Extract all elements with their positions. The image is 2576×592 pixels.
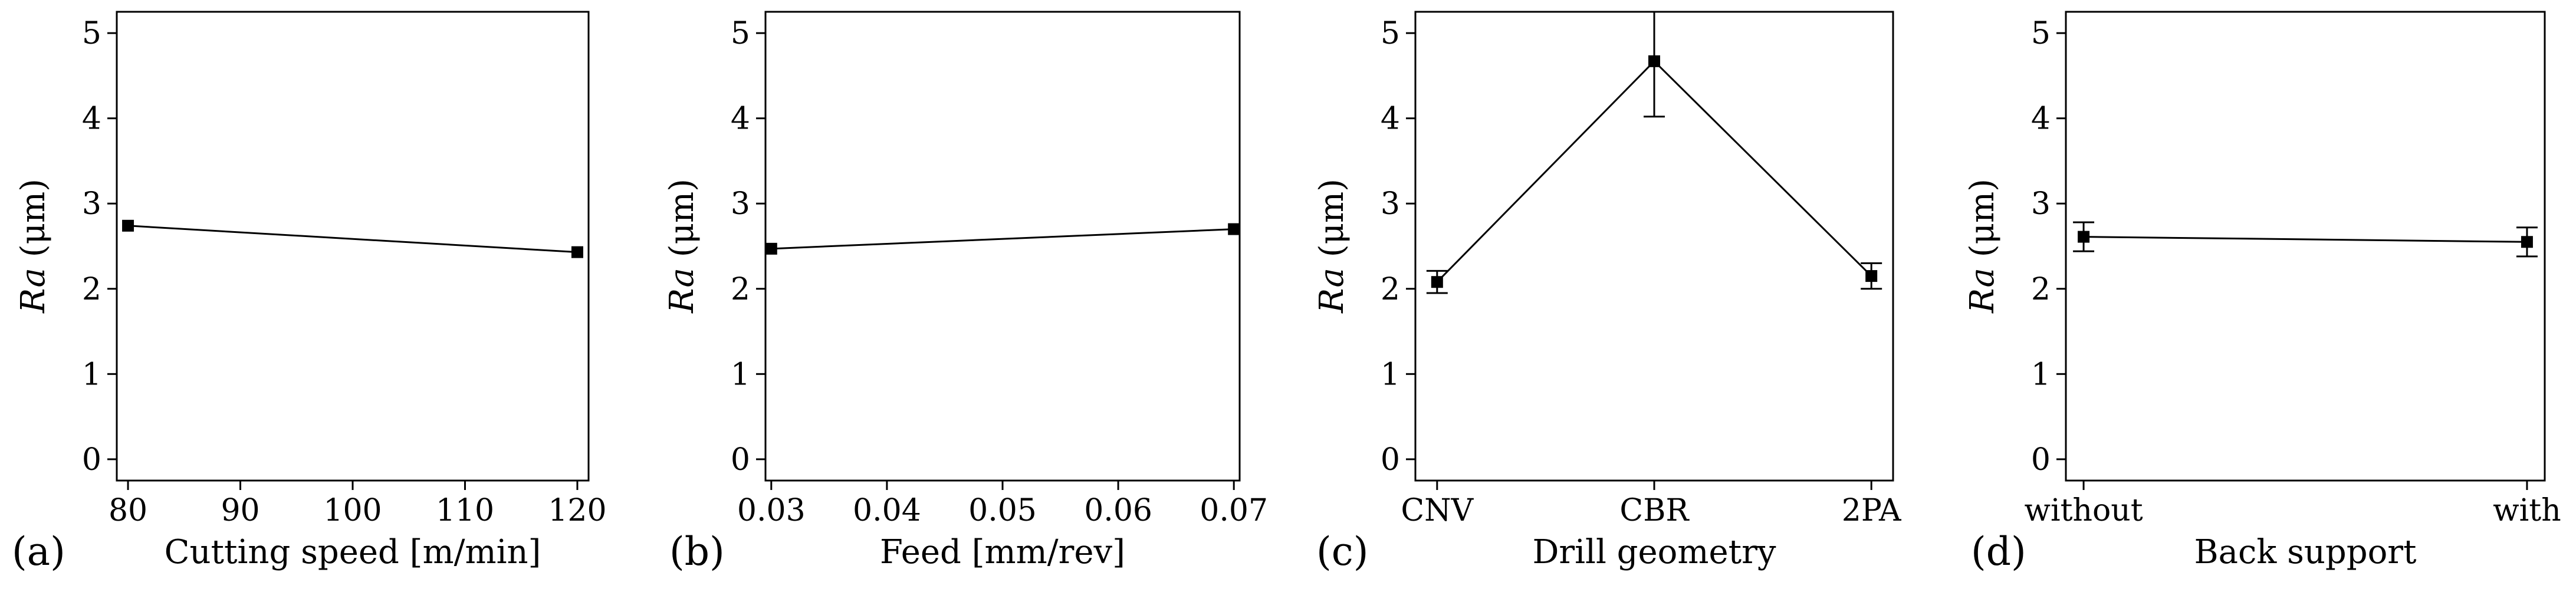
x-tick-label: CNV	[1401, 493, 1474, 528]
y-tick-label: 0	[1381, 442, 1400, 478]
y-tick-label: 3	[82, 186, 101, 222]
x-tick-label: 100	[323, 493, 382, 528]
panel-label: (d)	[1971, 529, 2026, 574]
x-tick-label: 0.06	[1084, 493, 1152, 528]
y-axis: 0 1 2 3 4 5	[82, 16, 117, 478]
y-tick-label: 5	[82, 16, 101, 51]
x-axis: 0.03 0.04 0.05 0.06 0.07	[737, 481, 1268, 528]
x-tick-label: 80	[109, 493, 147, 528]
y-tick-label: 5	[731, 16, 750, 51]
data-series	[122, 219, 583, 258]
y-tick-label: 4	[2031, 101, 2051, 137]
panel-label: (a)	[12, 529, 65, 574]
data-point	[571, 246, 583, 258]
y-tick-label: 2	[2031, 272, 2051, 307]
x-tick-label: CBR	[1619, 493, 1690, 528]
panel-a: 0 1 2 3 4 5 80 90 100 110 120 Ra (μm) Cutting spe…	[12, 11, 607, 574]
y-tick-label: 0	[82, 442, 101, 478]
y-axis: 0 1 2 3 4 5	[2031, 16, 2066, 478]
x-axis: CNV CBR 2PA	[1401, 481, 1902, 528]
y-tick-label: 3	[731, 186, 750, 222]
plot-area-frame	[116, 11, 590, 482]
y-axis-label: Ra (μm)	[14, 179, 52, 314]
y-tick-label: 3	[1381, 186, 1400, 222]
x-tick-label: 0.05	[968, 493, 1037, 528]
x-tick-label: 120	[548, 493, 606, 528]
data-point	[1431, 276, 1443, 288]
data-series	[765, 223, 1240, 255]
x-axis-label: Feed [mm/rev]	[880, 533, 1125, 571]
x-tick-label: 90	[221, 493, 259, 528]
data-point	[1865, 270, 1878, 282]
panel-b: 0 1 2 3 4 5 0.03 0.04 0.05 0.06 0.07 Ra (μm) Feed…	[663, 11, 1268, 574]
x-tick-label: with	[2493, 493, 2561, 528]
x-tick-label: 2PA	[1842, 493, 1902, 528]
x-axis: 80 90 100 110 120	[109, 481, 607, 528]
y-tick-label: 3	[2031, 186, 2051, 222]
data-series	[1426, 11, 1882, 294]
y-tick-label: 2	[731, 272, 750, 307]
plot-area-frame	[2065, 11, 2546, 482]
x-axis-label: Back support	[2194, 533, 2417, 571]
y-tick-label: 4	[731, 101, 750, 137]
data-series	[2073, 221, 2538, 258]
y-tick-label: 0	[2031, 442, 2051, 478]
y-tick-label: 1	[1381, 357, 1400, 392]
y-tick-label: 5	[2031, 16, 2051, 51]
x-tick-label: 0.07	[1200, 493, 1268, 528]
x-tick-label: 0.04	[853, 493, 921, 528]
x-tick-label: without	[2024, 493, 2143, 528]
y-axis: 0 1 2 3 4 5	[1381, 16, 1415, 478]
y-tick-label: 2	[1381, 272, 1400, 307]
y-tick-label: 0	[731, 442, 750, 478]
y-axis: 0 1 2 3 4 5	[731, 16, 765, 478]
data-point	[2078, 231, 2090, 243]
series-line	[771, 228, 1234, 250]
data-point	[122, 219, 134, 232]
data-point	[765, 242, 777, 255]
y-tick-label: 1	[82, 357, 101, 392]
x-axis: without with	[2024, 481, 2561, 528]
data-point	[2521, 236, 2533, 248]
series-line	[2084, 236, 2527, 243]
y-tick-label: 4	[82, 101, 101, 137]
series-line	[127, 225, 578, 254]
y-axis-label: Ra (μm)	[663, 179, 701, 314]
y-tick-label: 1	[2031, 357, 2051, 392]
y-axis-label: Ra (μm)	[1963, 179, 2002, 314]
y-tick-label: 4	[1381, 101, 1400, 137]
x-tick-label: 110	[436, 493, 494, 528]
panel-label: (c)	[1316, 529, 1368, 574]
y-axis-label: Ra (μm)	[1313, 179, 1351, 314]
y-tick-label: 2	[82, 272, 101, 307]
data-point	[1228, 223, 1240, 235]
x-axis-label: Cutting speed [m/min]	[165, 533, 541, 571]
data-point	[1648, 55, 1660, 67]
x-tick-label: 0.03	[737, 493, 806, 528]
x-axis-label: Drill geometry	[1532, 533, 1776, 571]
y-tick-label: 5	[1381, 16, 1400, 51]
y-tick-label: 1	[731, 357, 750, 392]
panel-label: (b)	[669, 529, 725, 574]
